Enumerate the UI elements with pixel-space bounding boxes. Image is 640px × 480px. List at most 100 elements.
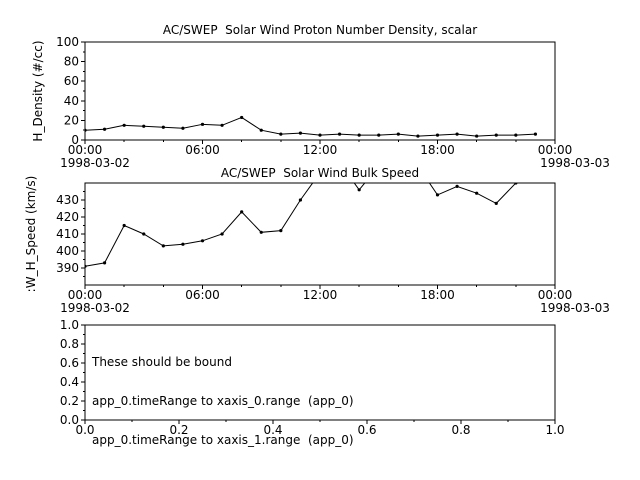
data-point	[475, 134, 479, 138]
x-tick-label: 00:00	[68, 143, 103, 157]
data-point	[533, 132, 538, 136]
data-point	[357, 133, 361, 137]
data-point	[357, 188, 361, 192]
x-tick-label: 18:00	[420, 288, 455, 302]
data-point	[455, 184, 459, 188]
y-tick-label: 410	[56, 227, 79, 241]
x-tick-label: 0.2	[169, 423, 188, 437]
y-tick-label: 0	[71, 133, 79, 147]
plot-0-title: AC/SWEP Solar Wind Proton Number Density…	[162, 23, 478, 37]
y-tick-label: 400	[56, 244, 79, 258]
x-tick-label: 06:00	[185, 288, 220, 302]
data-point	[161, 244, 165, 248]
binding-annotation-block: These should be bound app_0.timeRange to…	[92, 330, 354, 473]
data-point	[181, 242, 185, 246]
data-point	[259, 128, 263, 132]
x-tick-label: 18:00	[420, 143, 455, 157]
x-tick-label: 0.6	[357, 423, 376, 437]
data-point	[279, 132, 283, 136]
data-point	[338, 161, 341, 164]
plot-0-start-date-label: 1998-03-02	[60, 156, 130, 170]
plot-0-y-axis-label: H_Density (#/cc)	[31, 40, 45, 142]
y-tick-label: 420	[56, 210, 79, 224]
series-line	[85, 183, 517, 267]
data-point	[102, 261, 107, 265]
annotation-line-1: These should be bound	[92, 355, 232, 369]
x-tick-label: 00:00	[68, 288, 103, 302]
data-point	[240, 210, 244, 214]
data-point	[494, 201, 498, 205]
x-tick-label: 00:00	[538, 288, 573, 302]
y-tick-label: 390	[56, 261, 79, 275]
data-point	[142, 124, 146, 128]
x-tick-label: 12:00	[303, 288, 338, 302]
y-tick-label: 1.0	[60, 318, 79, 332]
y-tick-label: 20	[64, 113, 79, 127]
data-point	[514, 183, 518, 185]
plot-1: 00:00 06:00 12:00 18:00 00:00 390 400 410 420 430	[56, 156, 573, 302]
data-point	[494, 133, 498, 137]
data-point	[534, 159, 537, 162]
data-point	[102, 127, 107, 131]
data-point	[259, 230, 263, 234]
x-tick-label: 1.0	[545, 423, 564, 437]
data-point	[85, 128, 87, 132]
y-tick-label: 430	[56, 193, 79, 207]
plot-1-end-date-label: 1998-03-03	[540, 301, 610, 315]
series-group	[85, 115, 538, 138]
data-point	[298, 131, 303, 135]
data-point	[396, 132, 400, 136]
plot-frame	[84, 41, 556, 141]
series-group	[85, 156, 537, 268]
data-point	[220, 123, 224, 127]
plot-1-y-axis-label: :W_H_Speed (km/s)	[24, 175, 38, 293]
data-point	[337, 132, 342, 136]
data-point	[475, 191, 479, 195]
annotation-line-2: app_0.timeRange to xaxis_0.range (app_0)	[92, 394, 354, 408]
data-point	[220, 232, 224, 236]
x-tick-label: 12:00	[303, 143, 338, 157]
y-tick-label: 0.4	[60, 375, 79, 389]
y-tick-label: 0.8	[60, 337, 79, 351]
x-tick-label: 06:00	[185, 143, 220, 157]
data-point	[514, 133, 518, 137]
x-tick-label: 0.4	[263, 423, 282, 437]
x-tick-label: 00:00	[538, 143, 573, 157]
data-point	[122, 123, 126, 127]
y-tick-label: 0.2	[60, 394, 79, 408]
data-point	[377, 133, 381, 137]
annotation-line-3: app_0.timeRange to xaxis_1.range (app_0)	[92, 433, 354, 447]
y-tick-label: 100	[56, 35, 79, 49]
data-point	[279, 229, 283, 233]
y-tick-label: 0.0	[60, 413, 79, 427]
plot-0-end-date-label: 1998-03-03	[540, 156, 610, 170]
data-point	[240, 115, 244, 120]
data-point	[435, 133, 440, 137]
data-point	[142, 232, 146, 236]
data-point	[200, 239, 205, 243]
data-point	[435, 193, 440, 197]
y-tick-label: 0.6	[60, 356, 79, 370]
x-tick-label: 0.0	[75, 423, 94, 437]
plot-1-start-date-label: 1998-03-02	[60, 301, 130, 315]
data-point	[122, 223, 126, 228]
data-point	[181, 126, 185, 130]
data-point	[298, 198, 303, 202]
data-point	[161, 125, 165, 129]
plot-2: 0.0 0.2 0.4 0.6 0.8 1.0 0.0 0.2 0.4 0.6 0.8 1.0	[60, 318, 565, 437]
plot-1-title: AC/SWEP Solar Wind Bulk Speed	[220, 166, 420, 180]
plot-frame	[84, 182, 556, 286]
data-point	[397, 156, 400, 159]
data-point	[416, 134, 420, 138]
data-point	[85, 264, 87, 268]
series-line	[85, 116, 536, 137]
y-tick-label: 80	[64, 55, 79, 69]
y-tick-label: 40	[64, 94, 79, 108]
data-point	[200, 122, 205, 126]
y-tick-label: 60	[64, 74, 79, 88]
data-point	[455, 132, 459, 136]
x-tick-label: 0.8	[451, 423, 470, 437]
